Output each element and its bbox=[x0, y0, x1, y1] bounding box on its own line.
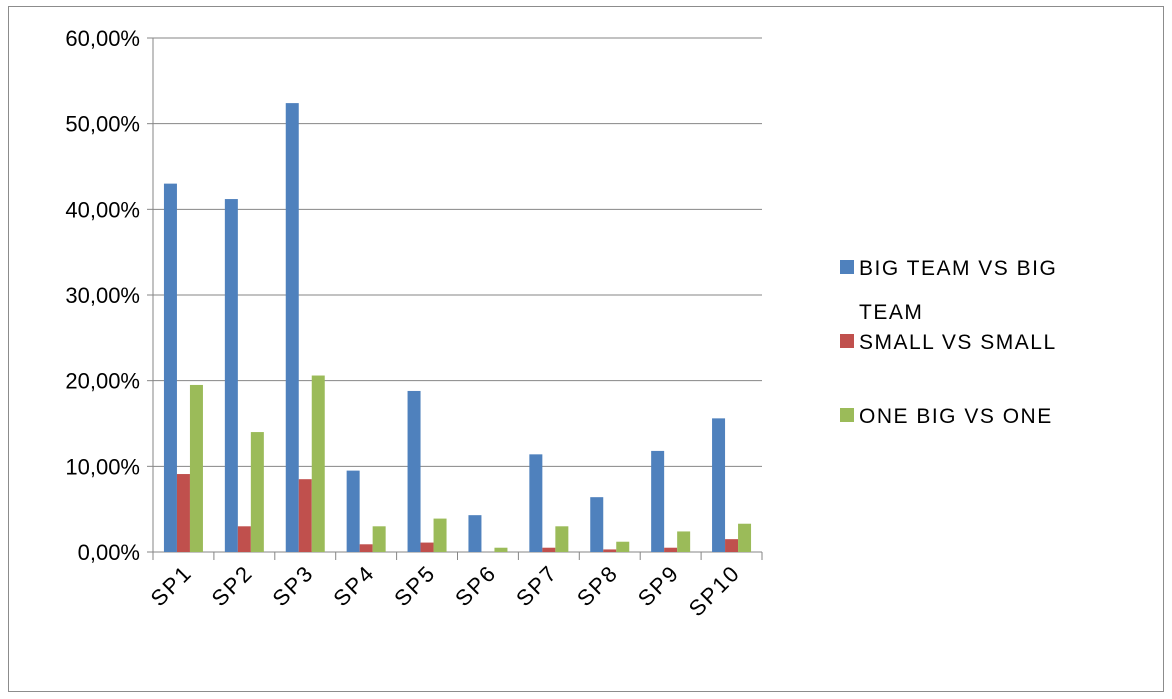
x-tick-label: SP8 bbox=[572, 560, 623, 611]
bar-small-vs-small bbox=[359, 544, 373, 552]
bar-one-big-vs-one bbox=[189, 384, 203, 552]
bar-small-vs-small bbox=[237, 526, 251, 552]
bar-big-team-vs-big-team bbox=[712, 418, 726, 552]
bar-one-big-vs-one bbox=[372, 526, 386, 552]
legend-label: ONE BIG VS ONE bbox=[859, 405, 1053, 428]
bar-one-big-vs-one bbox=[311, 375, 325, 552]
chart-frame bbox=[8, 6, 1164, 692]
bar-one-big-vs-one bbox=[555, 526, 569, 552]
bar-small-vs-small bbox=[542, 547, 556, 552]
bar-big-team-vs-big-team bbox=[407, 390, 421, 552]
y-tick-label: 20,00% bbox=[65, 369, 140, 394]
x-tick-label: SP1 bbox=[146, 560, 197, 611]
y-tick-label: 40,00% bbox=[65, 197, 140, 222]
x-tick-label: SP4 bbox=[328, 560, 379, 611]
bar-small-vs-small bbox=[725, 539, 739, 552]
y-tick-label: 60,00% bbox=[65, 26, 140, 51]
bar-big-team-vs-big-team bbox=[163, 183, 177, 552]
y-tick-label: 30,00% bbox=[65, 283, 140, 308]
y-tick-label: 0,00% bbox=[78, 540, 140, 565]
y-tick-label: 50,00% bbox=[65, 112, 140, 137]
legend-label: BIG TEAM VS BIG bbox=[859, 257, 1057, 280]
bar-big-team-vs-big-team bbox=[346, 470, 360, 552]
legend-label: TEAM bbox=[859, 301, 923, 324]
bar-one-big-vs-one bbox=[433, 518, 447, 552]
bar-small-vs-small bbox=[603, 549, 617, 552]
bar-small-vs-small bbox=[298, 479, 312, 552]
x-tick-label: SP3 bbox=[267, 560, 318, 611]
x-tick-label: SP7 bbox=[511, 560, 562, 611]
x-tick-label: SP10 bbox=[684, 560, 745, 621]
x-tick-label: SP9 bbox=[633, 560, 684, 611]
bar-big-team-vs-big-team bbox=[285, 103, 299, 553]
bar-big-team-vs-big-team bbox=[651, 450, 665, 552]
bar-one-big-vs-one bbox=[250, 432, 264, 552]
x-tick-label: SP2 bbox=[207, 560, 258, 611]
x-tick-label: SP5 bbox=[389, 560, 440, 611]
bar-big-team-vs-big-team bbox=[224, 199, 238, 552]
bar-small-vs-small bbox=[664, 547, 678, 552]
bar-one-big-vs-one bbox=[494, 547, 508, 552]
bar-one-big-vs-one bbox=[677, 531, 691, 552]
y-tick-label: 10,00% bbox=[65, 454, 140, 479]
bar-small-vs-small bbox=[420, 542, 434, 552]
x-tick-label: SP6 bbox=[450, 560, 501, 611]
legend-swatch bbox=[840, 334, 854, 348]
bar-one-big-vs-one bbox=[738, 523, 752, 552]
legend-label: SMALL VS SMALL bbox=[859, 331, 1057, 354]
legend-swatch bbox=[840, 260, 854, 274]
legend-swatch bbox=[840, 408, 854, 422]
bar-big-team-vs-big-team bbox=[468, 515, 482, 552]
bar-big-team-vs-big-team bbox=[590, 497, 604, 552]
bar-big-team-vs-big-team bbox=[529, 454, 543, 552]
bar-small-vs-small bbox=[176, 474, 190, 552]
bar-one-big-vs-one bbox=[616, 541, 630, 552]
